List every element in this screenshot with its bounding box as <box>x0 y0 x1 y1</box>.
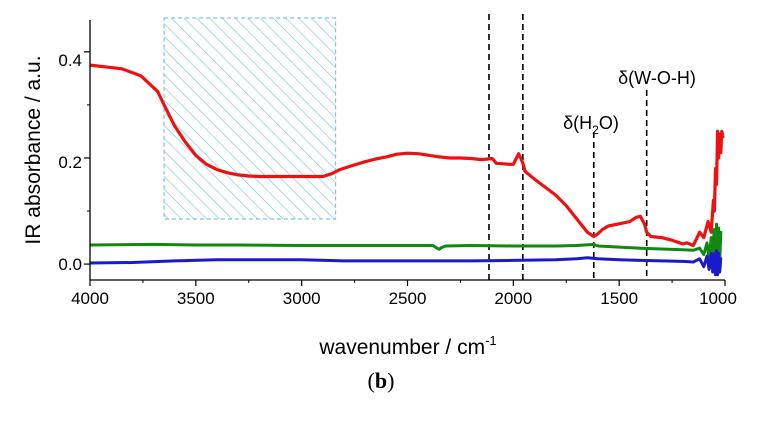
x-axis-title-superscript: -1 <box>485 333 497 348</box>
series-line-blue <box>90 249 723 277</box>
tick-layer <box>84 51 726 286</box>
y-tick-label: 0.2 <box>58 153 82 172</box>
hatched-region-layer <box>163 17 337 220</box>
caption-label: b <box>374 368 388 393</box>
annotation-h2o-suffix: O) <box>599 113 619 133</box>
x-tick-label: 4000 <box>71 289 109 308</box>
annotation-h2o-subscript: 2 <box>592 123 599 137</box>
x-tick-label: 3000 <box>283 289 321 308</box>
y-tick-label: 0.4 <box>58 51 82 70</box>
series-line-red <box>90 63 725 248</box>
caption-close-paren: ) <box>387 368 395 393</box>
caption-open-paren: ( <box>367 368 375 393</box>
figure-caption: (b) <box>0 368 762 394</box>
annotation-h2o-prefix: δ(H <box>563 113 592 133</box>
x-axis-title: wavenumber / cm-1 <box>318 333 496 359</box>
annotation-h2o-bending: δ(H2O) <box>563 113 619 137</box>
hatched-region <box>163 17 337 220</box>
annotation-woh-bending: δ(W-O-H) <box>618 68 696 88</box>
y-axis-title: IR absorbance / a.u. <box>22 55 45 244</box>
ir-absorbance-chart: 4000 3500 3000 2500 2000 1500 1000 0.0 0… <box>22 14 737 359</box>
x-tick-label: 2000 <box>494 289 532 308</box>
x-axis-title-text: wavenumber / cm <box>318 336 485 359</box>
x-tick-label: 3500 <box>177 289 215 308</box>
x-tick-label: 2500 <box>389 289 427 308</box>
dashed-lines-layer <box>488 14 648 280</box>
series-layer <box>90 63 725 277</box>
x-tick-label: 1500 <box>600 289 638 308</box>
series-line-green <box>90 222 723 269</box>
x-tick-label: 1000 <box>699 289 737 308</box>
y-tick-label: 0.0 <box>58 255 82 274</box>
